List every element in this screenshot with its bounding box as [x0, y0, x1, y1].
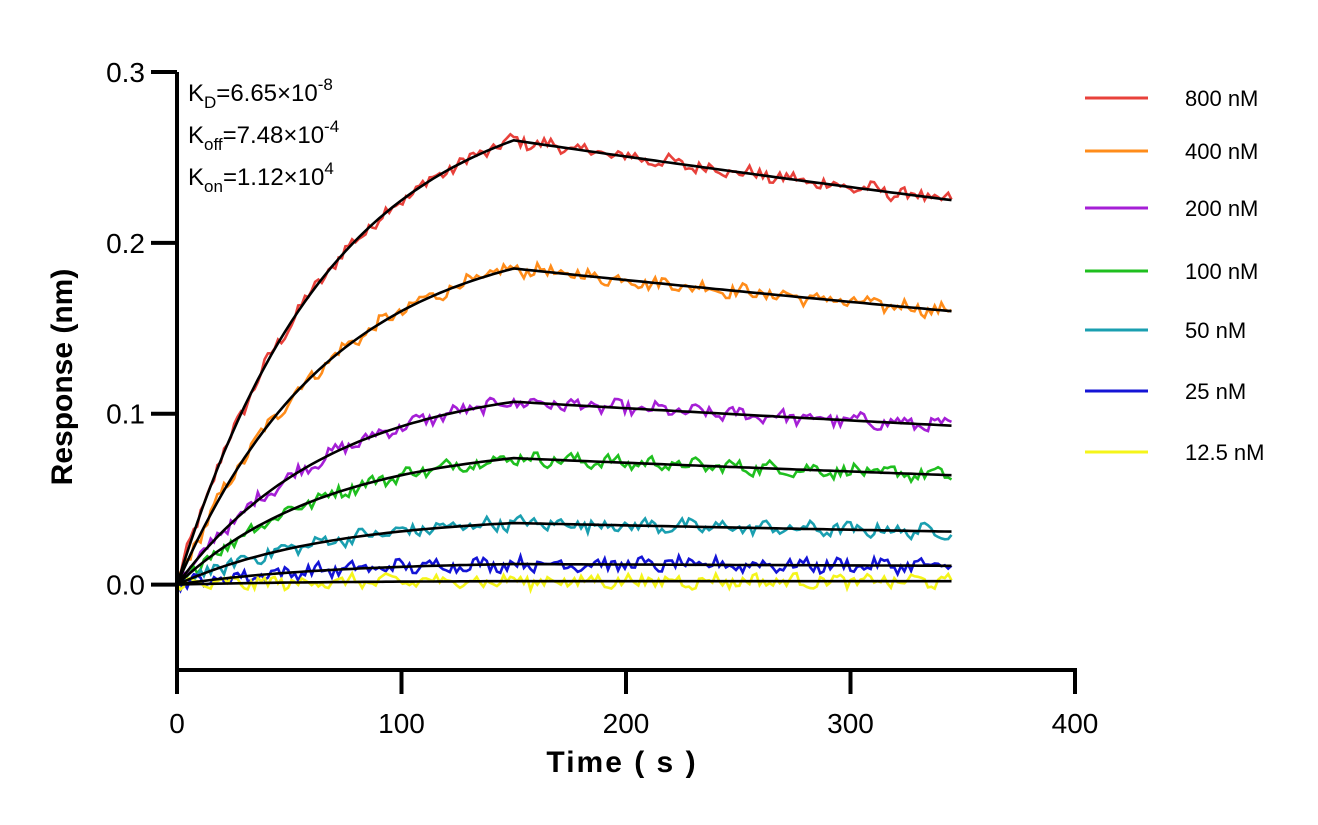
legend-label: 25 nM: [1185, 379, 1246, 404]
x-axis-title: Time ( s ): [546, 746, 697, 779]
legend-label: 800 nM: [1185, 86, 1258, 111]
series-layer: [175, 132, 953, 595]
kinetic-constant-d: KD=6.65×10-8: [188, 75, 333, 112]
x-tick-label: 0: [169, 708, 185, 739]
x-tick-label: 400: [1052, 708, 1099, 739]
fit-curve-100-nM: [176, 456, 952, 586]
fit-layer: [175, 138, 952, 586]
y-axis-title: Response (nm): [46, 269, 79, 486]
y-tick-label: 0.3: [106, 57, 145, 88]
kinetic-constant-on: Kon=1.12×104: [188, 159, 334, 196]
legend-label: 200 nM: [1185, 196, 1258, 221]
y-tick-label: 0.0: [106, 570, 145, 601]
ticks-layer: 0 100 200 300 400 0.0 0.1 0.2 0.3: [106, 57, 1098, 739]
legend: 800 nM 400 nM 200 nM 100 nM 50 nM 25 nM 12.5 n…: [1085, 86, 1265, 465]
fit-curve-400-nM: [175, 267, 952, 586]
x-tick-label: 100: [378, 708, 425, 739]
fit-curve-25-nM: [176, 562, 952, 586]
kinetic-constant-off: Koff=7.48×10-4: [188, 117, 339, 154]
kinetic-constants: KD=6.65×10-8 Koff=7.48×10-4 Kon=1.12×104: [188, 75, 339, 196]
y-tick-label: 0.1: [106, 399, 145, 430]
legend-label: 100 nM: [1185, 259, 1258, 284]
legend-label: 400 nM: [1185, 139, 1258, 164]
fit-curve-12_5-nM: [176, 579, 952, 586]
fit-curve-200-nM: [175, 400, 952, 586]
legend-label: 12.5 nM: [1185, 440, 1265, 465]
series-trace-200-nM: [175, 396, 952, 587]
series-trace-12_5-nM: [175, 570, 953, 595]
legend-label: 50 nM: [1185, 318, 1246, 343]
x-tick-label: 200: [603, 708, 650, 739]
y-tick-label: 0.2: [106, 228, 145, 259]
x-tick-label: 300: [827, 708, 874, 739]
series-trace-800-nM: [175, 132, 953, 584]
fit-curve-50-nM: [176, 521, 952, 586]
fit-curve-800-nM: [175, 138, 952, 585]
